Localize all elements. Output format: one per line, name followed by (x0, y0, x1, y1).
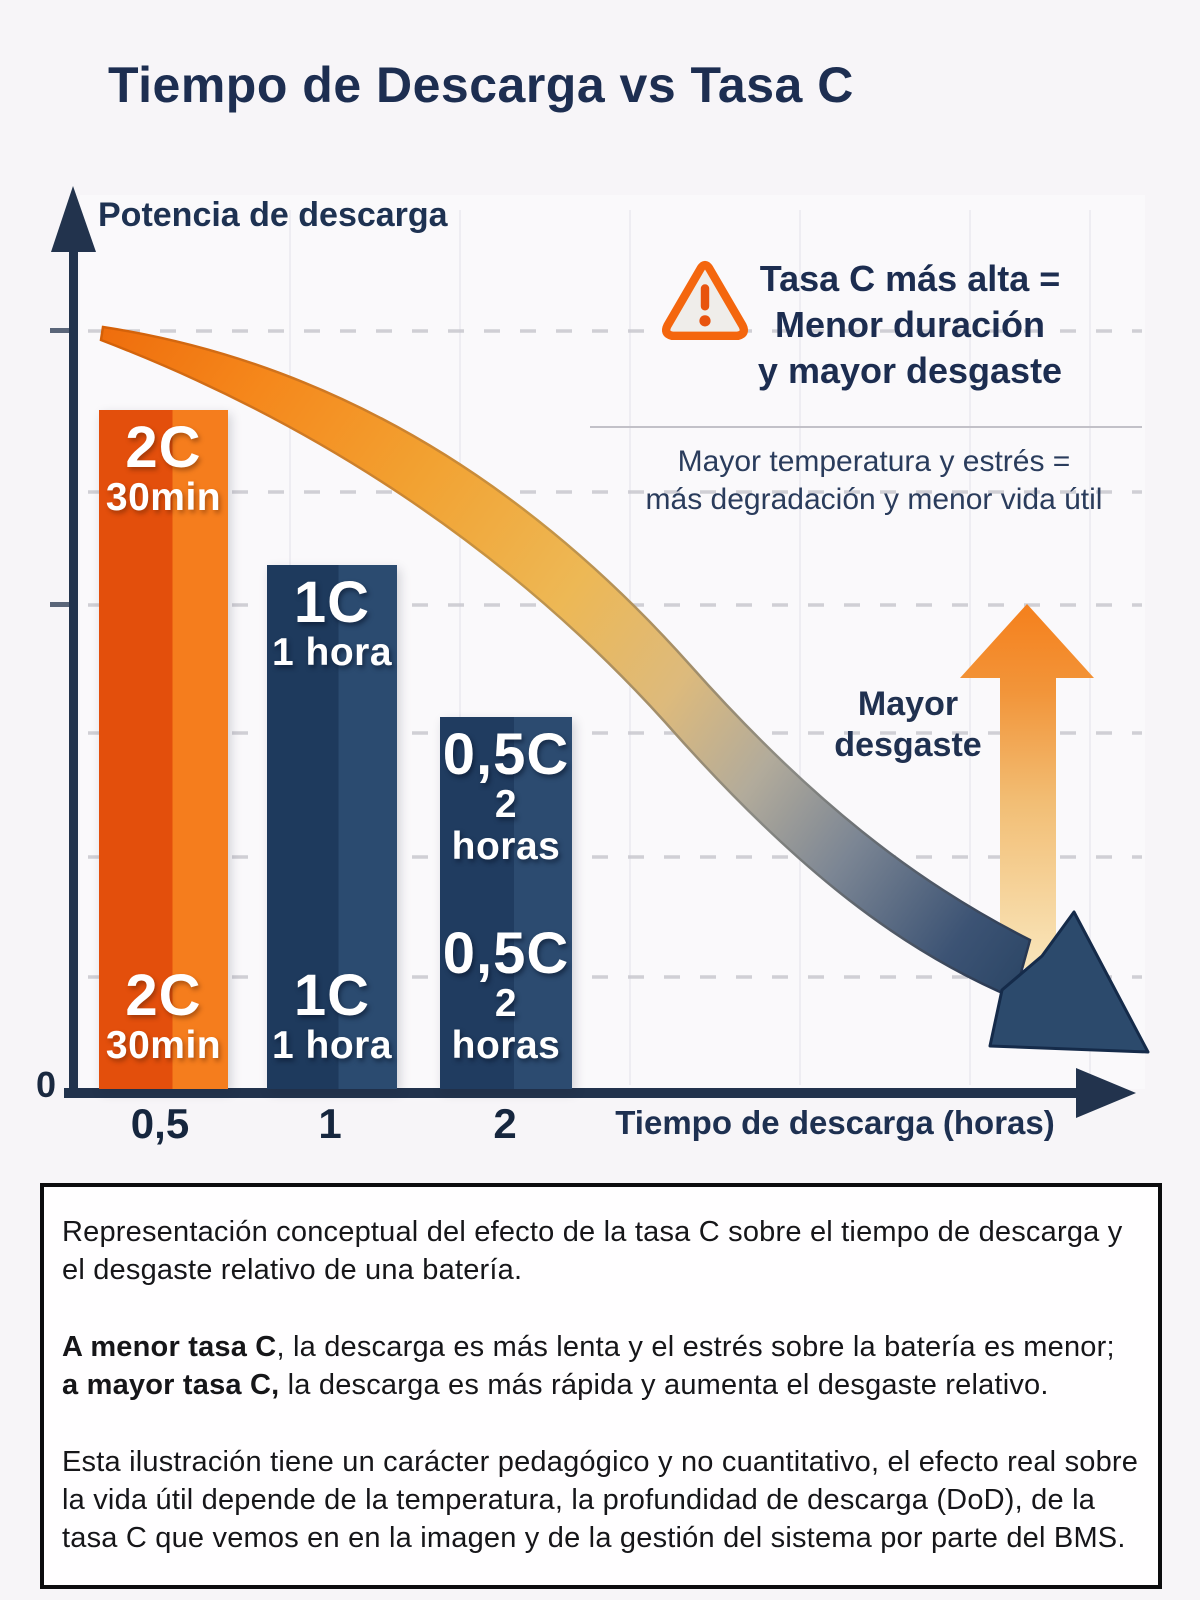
bar-2c-bottom-label: 2C 30min (105, 962, 222, 1067)
x-tick-0-5: 0,5 (130, 1100, 190, 1147)
bar-2c-top-label: 2C 30min (99, 418, 228, 519)
y-axis (51, 186, 96, 1098)
x-axis-label: Tiempo de descarga (horas) (615, 1104, 1055, 1141)
callout-divider (590, 426, 1142, 428)
bar-05c-bottom-label: 0,5C 2 horas (442, 920, 570, 1067)
description-box: Representación conceptual del efecto de … (40, 1183, 1162, 1589)
origin-label: 0 (35, 1064, 57, 1105)
description-paragraph-2: A menor tasa C, la descarga es más lenta… (62, 1331, 1115, 1401)
note-line-2: más degradación y menor vida útil (645, 483, 1103, 516)
y-axis-arrowhead (51, 186, 96, 252)
bold-lower-c-rate: A menor tasa C (62, 1331, 277, 1363)
bar-1c-time: 1 hora (271, 631, 393, 675)
bar-05c: 0,5C 2 horas 0,5C 2 horas (440, 717, 572, 1089)
description-paragraph-1: Representación conceptual del efecto de … (62, 1216, 1123, 1286)
bar-2c-time: 30min (105, 476, 222, 520)
description-paragraph-3: Esta ilustración tiene un carácter pedag… (62, 1446, 1139, 1554)
page-title: Tiempo de Descarga vs Tasa C (108, 57, 854, 113)
y-axis-label: Potencia de descarga (98, 196, 448, 234)
bar-2c: 2C 30min 2C 30min (99, 410, 228, 1089)
bar-05c-top-label: 0,5C 2 horas (440, 725, 572, 868)
bar-05c-time: 2 horas (451, 783, 561, 869)
temperature-note: Mayor temperatura y estrés = más degrada… (612, 443, 1136, 519)
x-axis (64, 1068, 1136, 1118)
wear-arrow-label: Mayor desgaste (834, 685, 982, 764)
x-tick-2: 2 (493, 1100, 517, 1147)
note-line-1: Mayor temperatura y estrés = (677, 445, 1071, 478)
callout-line-1: Tasa C más alta = (759, 258, 1061, 299)
bar-1c-bottom-label: 1C 1 hora (271, 962, 393, 1067)
bar-1c-top-label: 1C 1 hora (267, 573, 397, 674)
bar-2c-rate: 2C (125, 415, 202, 480)
callout-line-3: y mayor desgaste (757, 350, 1063, 391)
bar-1c-rate: 1C (293, 570, 371, 635)
x-tick-1: 1 (318, 1100, 342, 1147)
y-axis-ticks (50, 328, 78, 607)
callout-high-c-rate: Tasa C más alta = Menor duración y mayor… (710, 256, 1110, 394)
bar-1c: 1C 1 hora 1C 1 hora (267, 565, 397, 1089)
bar-05c-rate: 0,5C (442, 722, 570, 787)
bold-higher-c-rate: a mayor tasa C, (62, 1369, 280, 1401)
callout-line-2: Menor duración (774, 304, 1046, 345)
x-axis-arrowhead (1076, 1068, 1136, 1118)
